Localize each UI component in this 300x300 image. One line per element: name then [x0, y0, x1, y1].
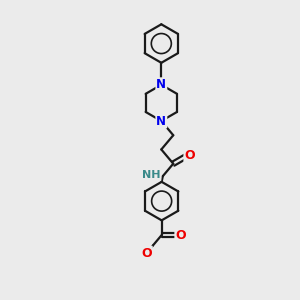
Text: O: O	[184, 149, 195, 162]
Text: NH: NH	[142, 170, 161, 180]
Text: N: N	[156, 115, 166, 128]
Text: O: O	[141, 247, 152, 260]
Text: O: O	[176, 229, 186, 242]
Text: N: N	[156, 78, 166, 91]
